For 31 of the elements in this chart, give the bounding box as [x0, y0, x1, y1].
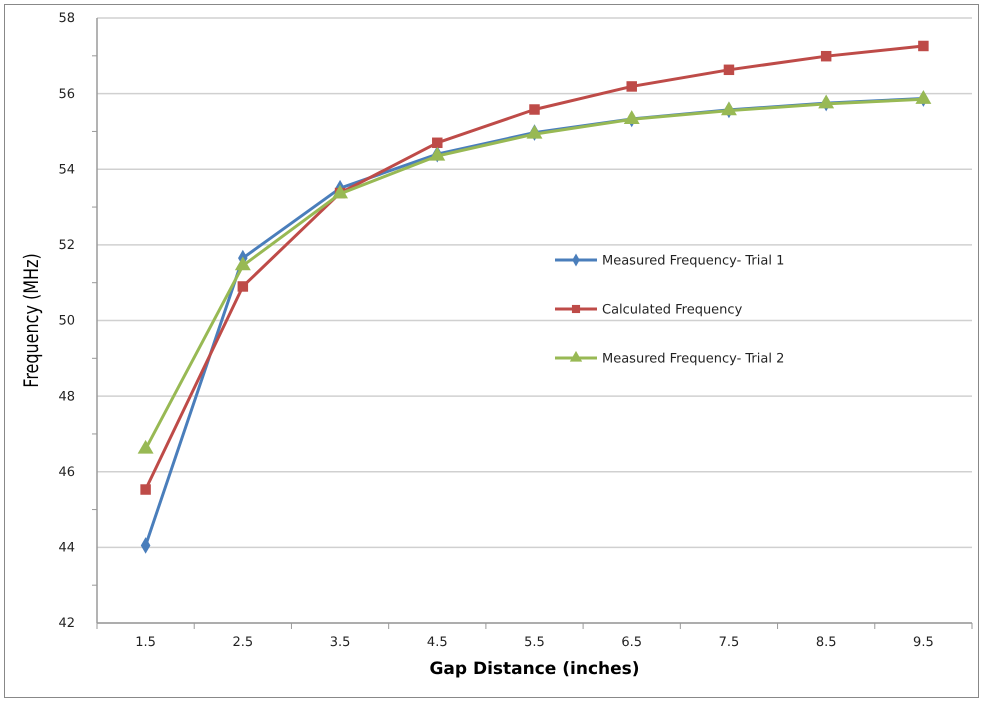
legend-label: Measured Frequency- Trial 1 [602, 254, 784, 269]
point [724, 64, 734, 76]
x-tick-label: 7.5 [718, 635, 740, 650]
x-tick-label: 8.5 [816, 635, 837, 650]
y-tick-label: 58 [58, 11, 75, 26]
x-tick-label: 6.5 [621, 635, 642, 650]
y-tick-label: 46 [58, 464, 75, 480]
x-tick-label: 1.5 [135, 635, 156, 650]
point [529, 104, 540, 115]
y-tick-label: 42 [58, 616, 75, 632]
x-tick-label: 9.5 [913, 635, 934, 650]
legend-label: Measured Frequency- Trial 2 [602, 352, 784, 367]
point [626, 81, 637, 92]
y-tick-label: 50 [58, 314, 75, 329]
y-tick-label: 44 [58, 540, 75, 556]
point [238, 281, 248, 292]
y-tick-label: 52 [58, 238, 75, 254]
y-axis-title: Frequency (MHz) [20, 253, 44, 388]
x-tick-label: 3.5 [330, 635, 350, 650]
y-tick-label: 48 [58, 389, 75, 404]
x-tick-label: 2.5 [232, 635, 254, 650]
point [140, 484, 151, 495]
point [918, 40, 929, 52]
point [820, 50, 832, 62]
x-tick-label: 5.5 [524, 635, 545, 650]
y-tick-label: 54 [58, 162, 75, 178]
x-axis-title: Gap Distance (inches) [429, 659, 640, 679]
y-tick-label: 56 [58, 86, 75, 102]
point [432, 138, 443, 148]
legend-label: Calculated Frequency [602, 302, 743, 318]
x-tick-label: 4.5 [426, 635, 448, 650]
